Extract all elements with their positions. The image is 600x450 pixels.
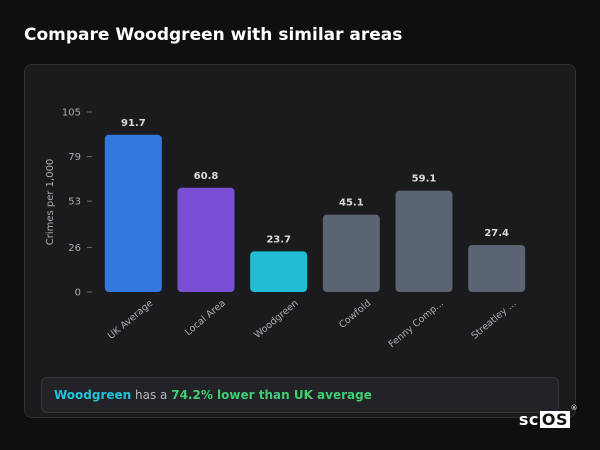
bar-value-label: 27.4 bbox=[484, 228, 509, 239]
bar bbox=[322, 214, 380, 292]
summary-text: has a bbox=[131, 388, 172, 402]
comparison-card: Crimes per 1,000 0 26 53 79 105 91.7 UK Average… bbox=[24, 64, 576, 418]
logo-boxed: OS bbox=[539, 410, 570, 429]
bar bbox=[177, 187, 235, 292]
y-tick-label: 79 bbox=[68, 152, 81, 163]
bar bbox=[104, 134, 162, 292]
bar-chart: Crimes per 1,000 0 26 53 79 105 91.7 UK Average… bbox=[45, 108, 526, 350]
y-tick-label: 26 bbox=[68, 243, 81, 254]
x-category-label: Streatley ... bbox=[469, 298, 518, 342]
logo-registered-mark: ® bbox=[570, 404, 578, 412]
page-title: Compare Woodgreen with similar areas bbox=[24, 25, 403, 45]
bar-value-label: 91.7 bbox=[121, 118, 146, 129]
bar bbox=[468, 245, 526, 292]
x-category-label: Woodgreen bbox=[252, 298, 300, 341]
x-category-label: Fenny Comp... bbox=[387, 298, 446, 350]
bar-value-label: 23.7 bbox=[266, 234, 291, 245]
bar-value-label: 59.1 bbox=[412, 174, 437, 185]
y-tick-label: 0 bbox=[75, 288, 81, 299]
x-category-label: UK Average bbox=[106, 298, 155, 342]
x-category-label: Local Area bbox=[183, 298, 228, 338]
x-category-label: Cowfold bbox=[337, 298, 373, 331]
bar-value-label: 60.8 bbox=[194, 171, 219, 182]
bar bbox=[395, 190, 453, 292]
scos-logo: sc OS ® bbox=[518, 404, 578, 429]
y-axis-label: Crimes per 1,000 bbox=[45, 159, 56, 246]
y-tick-label: 105 bbox=[62, 108, 81, 119]
bar-value-label: 45.1 bbox=[339, 198, 364, 209]
logo-prefix: sc bbox=[518, 410, 539, 429]
summary-box: Woodgreen has a 74.2% lower than UK aver… bbox=[41, 377, 559, 413]
bar bbox=[250, 251, 308, 292]
summary-area-name: Woodgreen bbox=[54, 388, 132, 402]
y-tick-label: 53 bbox=[68, 197, 81, 208]
summary-highlight: 74.2% lower than UK average bbox=[171, 388, 372, 402]
